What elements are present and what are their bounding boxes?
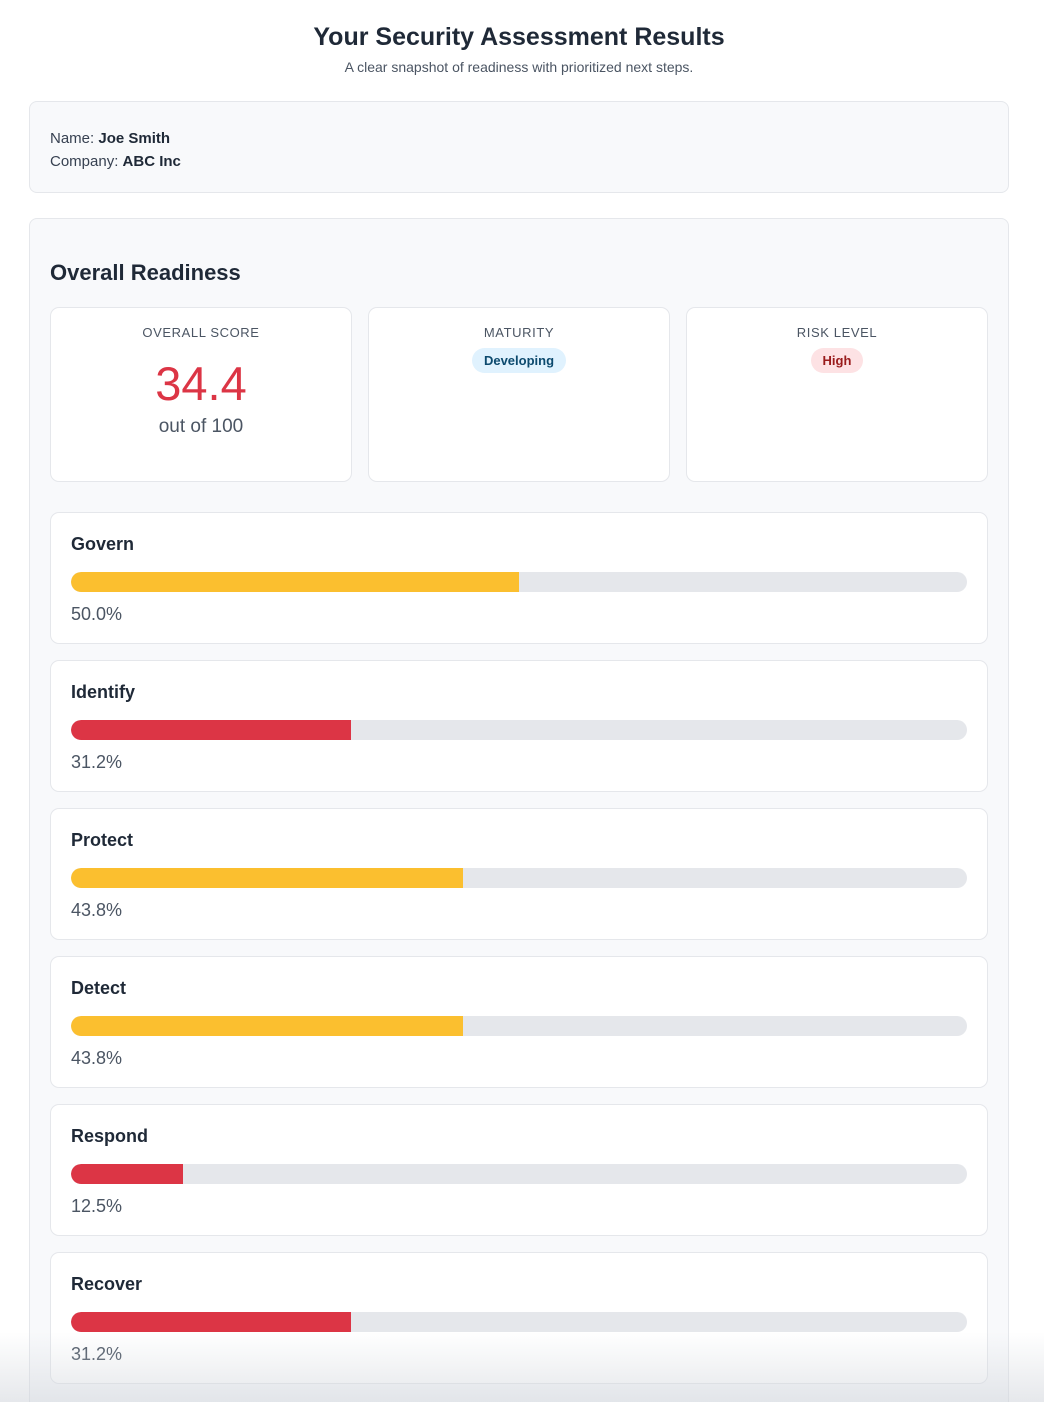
function-name: Govern: [71, 534, 135, 554]
page-subtitle: A clear snapshot of readiness with prior…: [344, 59, 694, 75]
function-percent: 43.8%: [71, 900, 123, 920]
function-card-recover: Recover 31.2%: [50, 1252, 988, 1384]
overall-readiness-section: Overall Readiness OVERALL SCORE 34.4 out…: [29, 218, 1009, 1402]
progress-fill: [71, 1016, 464, 1036]
progress-track: [71, 1312, 967, 1332]
maturity-badge: Developing: [471, 348, 567, 373]
function-card-identify: Identify 31.2%: [50, 660, 988, 792]
risk-level-label: RISK LEVEL: [796, 325, 878, 340]
name-row: Name: Joe Smith: [50, 127, 988, 150]
function-percent: 50.0%: [71, 604, 123, 624]
progress-track: [71, 868, 967, 888]
function-card-detect: Detect 43.8%: [50, 956, 988, 1088]
progress-track: [71, 720, 967, 740]
function-name: Respond: [71, 1126, 149, 1146]
function-scores-list: Govern 50.0% Identify 31.2% Protect 43.8…: [50, 512, 988, 1384]
page-title: Your Security Assessment Results: [313, 23, 725, 51]
summary-stats: OVERALL SCORE 34.4 out of 100 MATURITY D…: [50, 307, 988, 482]
company-value: ABC Inc: [122, 153, 181, 170]
maturity-card: MATURITY Developing: [368, 307, 670, 482]
progress-fill: [71, 1164, 183, 1184]
function-name: Protect: [71, 830, 134, 850]
function-name: Identify: [71, 682, 136, 702]
overall-score-scale: out of 100: [158, 416, 244, 437]
progress-fill: [71, 1312, 351, 1332]
name-value: Joe Smith: [98, 130, 171, 147]
company-row: Company: ABC Inc: [50, 150, 988, 173]
respondent-info-card: Name: Joe Smith Company: ABC Inc: [29, 101, 1009, 193]
overall-score-value: 34.4: [155, 357, 247, 410]
function-card-protect: Protect 43.8%: [50, 808, 988, 940]
section-title: Overall Readiness: [50, 260, 241, 285]
progress-track: [71, 1164, 967, 1184]
progress-fill: [71, 868, 464, 888]
risk-level-card: RISK LEVEL High: [686, 307, 988, 482]
function-card-govern: Govern 50.0%: [50, 512, 988, 644]
progress-track: [71, 1016, 967, 1036]
progress-track: [71, 572, 967, 592]
maturity-label: MATURITY: [483, 325, 555, 340]
progress-fill: [71, 572, 519, 592]
function-card-respond: Respond 12.5%: [50, 1104, 988, 1236]
function-percent: 12.5%: [71, 1196, 123, 1216]
function-name: Recover: [71, 1274, 143, 1294]
risk-level-badge: High: [810, 348, 864, 373]
name-label: Name:: [50, 130, 95, 147]
function-percent: 31.2%: [71, 1344, 123, 1364]
function-name: Detect: [71, 978, 127, 998]
overall-score-card: OVERALL SCORE 34.4 out of 100: [50, 307, 352, 482]
company-label: Company:: [50, 153, 119, 170]
progress-fill: [71, 720, 351, 740]
function-percent: 43.8%: [71, 1048, 123, 1068]
function-percent: 31.2%: [71, 752, 123, 772]
overall-score-label: OVERALL SCORE: [142, 325, 260, 340]
